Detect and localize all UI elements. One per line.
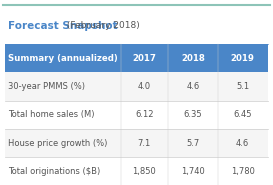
Text: 4.0: 4.0 <box>138 82 151 91</box>
Text: 1,850: 1,850 <box>132 167 156 176</box>
Text: 7.1: 7.1 <box>138 139 151 148</box>
FancyBboxPatch shape <box>5 44 268 72</box>
FancyBboxPatch shape <box>5 157 268 185</box>
Text: Total originations ($B): Total originations ($B) <box>8 167 100 176</box>
Text: Total home sales (M): Total home sales (M) <box>8 110 94 119</box>
Text: 5.7: 5.7 <box>186 139 200 148</box>
Text: 4.6: 4.6 <box>236 139 249 148</box>
FancyBboxPatch shape <box>5 129 268 157</box>
Text: 1,780: 1,780 <box>231 167 255 176</box>
Text: Forecast Snapshot: Forecast Snapshot <box>8 21 118 31</box>
Text: Summary (annualized): Summary (annualized) <box>8 54 118 63</box>
Text: House price growth (%): House price growth (%) <box>8 139 108 148</box>
Text: 6.12: 6.12 <box>135 110 154 119</box>
Text: 5.1: 5.1 <box>236 82 249 91</box>
Text: (February 2018): (February 2018) <box>64 21 140 30</box>
Text: 2019: 2019 <box>231 54 255 63</box>
Text: 2017: 2017 <box>132 54 156 63</box>
Text: 6.35: 6.35 <box>183 110 202 119</box>
Text: 4.6: 4.6 <box>186 82 200 91</box>
Text: 30-year PMMS (%): 30-year PMMS (%) <box>8 82 85 91</box>
FancyBboxPatch shape <box>5 101 268 129</box>
FancyBboxPatch shape <box>5 72 268 101</box>
Text: 2018: 2018 <box>181 54 205 63</box>
Text: 6.45: 6.45 <box>233 110 252 119</box>
Text: 1,740: 1,740 <box>181 167 205 176</box>
